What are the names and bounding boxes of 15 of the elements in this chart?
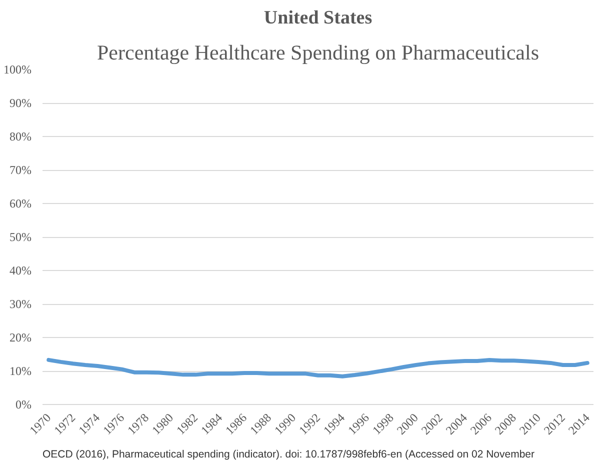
y-tick-label: 100%: [4, 62, 32, 76]
line-series: [46, 358, 590, 378]
y-tick-label: 80%: [10, 130, 32, 144]
chart-subtitle: Percentage Healthcare Spending on Pharmaceuticals: [97, 40, 539, 64]
chart-title: United States: [264, 8, 372, 28]
y-tick-label: 40%: [10, 264, 32, 278]
y-tick-label: 0%: [16, 398, 32, 412]
y-tick-label: 10%: [10, 364, 32, 378]
y-tick-label: 70%: [10, 163, 32, 177]
y-tick-label: 60%: [10, 196, 32, 210]
y-tick-label: 20%: [10, 330, 32, 344]
y-tick-label: 50%: [10, 230, 32, 244]
text: OECD (2016), Pharmaceutical spending (indicator). doi: 10.1787/998febf6-en (Accessed on 02 November: [42, 448, 536, 460]
y-tick-label: 90%: [10, 96, 32, 110]
y-tick-label: 30%: [10, 297, 32, 311]
